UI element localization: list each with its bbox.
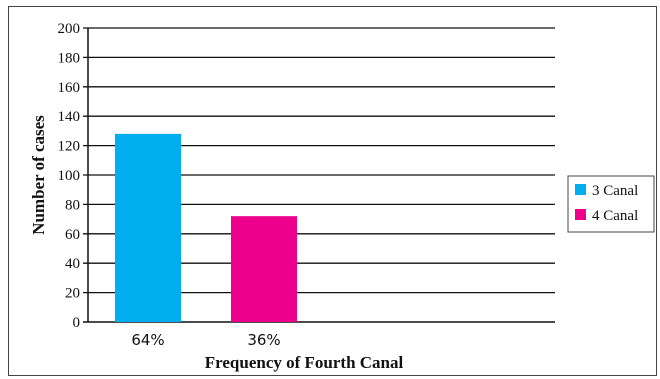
category-label: 36% xyxy=(247,331,280,349)
y-tick-label: 140 xyxy=(58,109,81,125)
y-tick-label: 40 xyxy=(65,256,80,272)
category-label: 64% xyxy=(131,331,164,349)
y-tick-labels: 0 20 40 60 80 100 120 140 160 180 200 xyxy=(58,21,81,331)
y-axis-title: Number of cases xyxy=(29,115,48,235)
x-axis-title: Frequency of Fourth Canal xyxy=(205,353,404,372)
bars xyxy=(115,133,297,322)
legend-label-3-canal: 3 Canal xyxy=(592,183,638,199)
y-tick-label: 60 xyxy=(65,227,80,243)
bar-4-canal xyxy=(231,216,297,322)
legend: 3 Canal 4 Canal xyxy=(567,175,655,233)
y-tick-label: 80 xyxy=(65,197,80,213)
y-tick-label: 200 xyxy=(58,21,81,37)
bar-3-canal xyxy=(115,133,181,322)
category-labels: 64% 36% xyxy=(131,331,280,349)
y-tick-label: 180 xyxy=(58,50,81,66)
legend-swatch-4-canal xyxy=(575,209,586,220)
legend-swatch-3-canal xyxy=(575,184,586,195)
legend-label-4-canal: 4 Canal xyxy=(592,208,638,224)
y-tick-label: 100 xyxy=(58,168,81,184)
y-tick-label: 20 xyxy=(65,286,80,302)
y-tick-label: 160 xyxy=(58,80,81,96)
y-tick-label: 0 xyxy=(73,315,81,331)
y-tick-label: 120 xyxy=(58,139,81,155)
